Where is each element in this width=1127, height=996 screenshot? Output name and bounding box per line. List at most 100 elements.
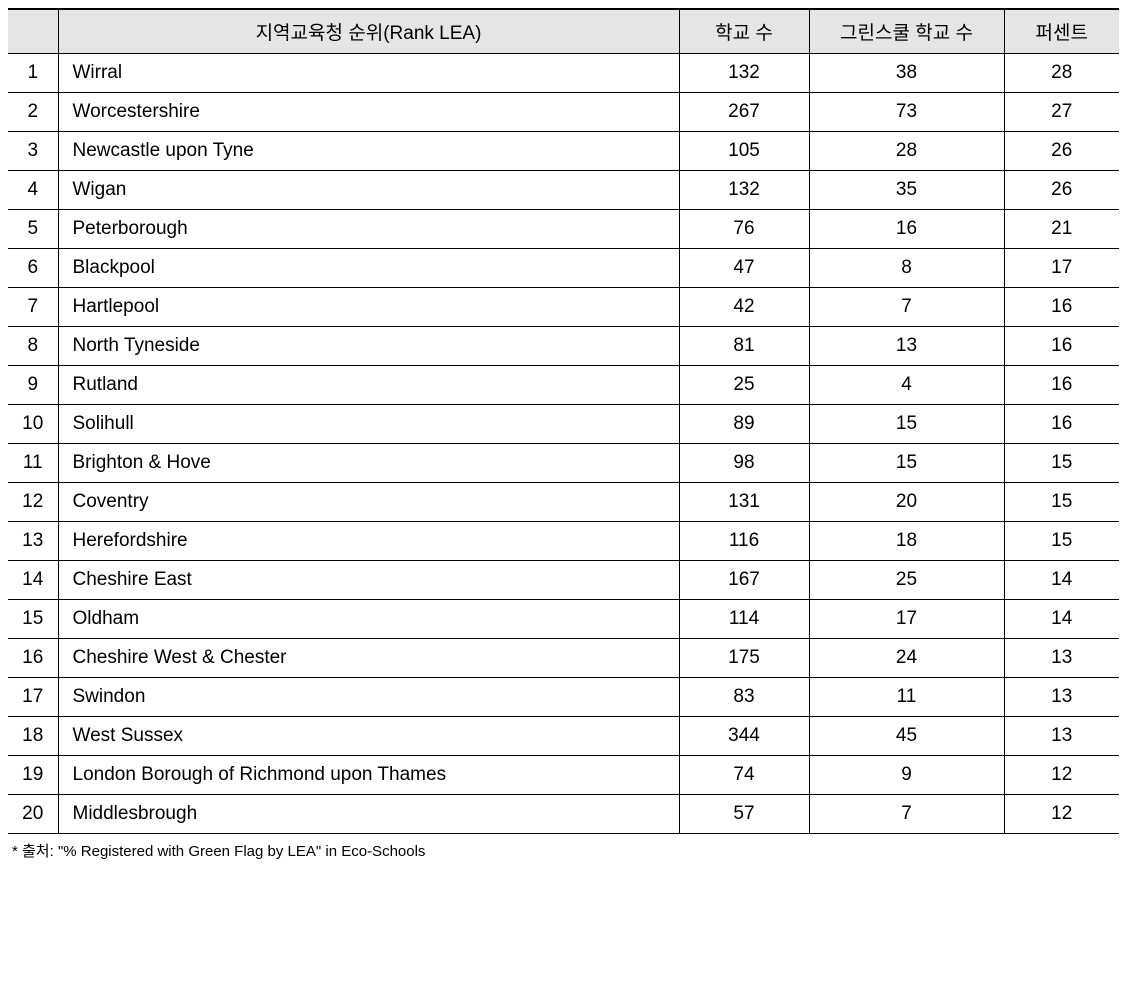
table-row: 12Coventry1312015	[8, 483, 1119, 522]
cell-green: 7	[809, 795, 1004, 834]
cell-rank: 20	[8, 795, 58, 834]
cell-percent: 15	[1004, 522, 1119, 561]
cell-percent: 16	[1004, 288, 1119, 327]
cell-green: 7	[809, 288, 1004, 327]
cell-lea: Cheshire West & Chester	[58, 639, 679, 678]
cell-green: 20	[809, 483, 1004, 522]
table-row: 19London Borough of Richmond upon Thames…	[8, 756, 1119, 795]
cell-lea: Middlesbrough	[58, 795, 679, 834]
cell-schools: 132	[679, 54, 809, 93]
cell-rank: 11	[8, 444, 58, 483]
header-green-schools: 그린스쿨 학교 수	[809, 9, 1004, 54]
cell-schools: 105	[679, 132, 809, 171]
cell-schools: 114	[679, 600, 809, 639]
cell-lea: Wirral	[58, 54, 679, 93]
cell-schools: 81	[679, 327, 809, 366]
cell-schools: 83	[679, 678, 809, 717]
cell-green: 13	[809, 327, 1004, 366]
cell-lea: Peterborough	[58, 210, 679, 249]
source-footnote: * 출처: "% Registered with Green Flag by L…	[8, 840, 1119, 861]
cell-rank: 10	[8, 405, 58, 444]
cell-percent: 13	[1004, 717, 1119, 756]
cell-percent: 27	[1004, 93, 1119, 132]
cell-rank: 6	[8, 249, 58, 288]
cell-rank: 14	[8, 561, 58, 600]
cell-percent: 15	[1004, 483, 1119, 522]
cell-rank: 13	[8, 522, 58, 561]
cell-rank: 4	[8, 171, 58, 210]
table-row: 18West Sussex3444513	[8, 717, 1119, 756]
cell-green: 24	[809, 639, 1004, 678]
table-row: 3Newcastle upon Tyne1052826	[8, 132, 1119, 171]
cell-lea: London Borough of Richmond upon Thames	[58, 756, 679, 795]
cell-percent: 13	[1004, 639, 1119, 678]
cell-lea: Herefordshire	[58, 522, 679, 561]
cell-percent: 16	[1004, 366, 1119, 405]
cell-rank: 2	[8, 93, 58, 132]
cell-green: 8	[809, 249, 1004, 288]
cell-green: 28	[809, 132, 1004, 171]
cell-schools: 42	[679, 288, 809, 327]
cell-percent: 17	[1004, 249, 1119, 288]
cell-schools: 132	[679, 171, 809, 210]
cell-schools: 344	[679, 717, 809, 756]
cell-schools: 98	[679, 444, 809, 483]
table-row: 11Brighton & Hove981515	[8, 444, 1119, 483]
cell-green: 17	[809, 600, 1004, 639]
cell-rank: 16	[8, 639, 58, 678]
cell-rank: 3	[8, 132, 58, 171]
cell-percent: 26	[1004, 132, 1119, 171]
cell-green: 15	[809, 444, 1004, 483]
cell-percent: 26	[1004, 171, 1119, 210]
table-row: 15Oldham1141714	[8, 600, 1119, 639]
cell-rank: 1	[8, 54, 58, 93]
cell-lea: North Tyneside	[58, 327, 679, 366]
cell-percent: 12	[1004, 756, 1119, 795]
table-row: 20Middlesbrough57712	[8, 795, 1119, 834]
cell-lea: Rutland	[58, 366, 679, 405]
cell-green: 15	[809, 405, 1004, 444]
cell-schools: 47	[679, 249, 809, 288]
cell-green: 73	[809, 93, 1004, 132]
cell-rank: 17	[8, 678, 58, 717]
table-row: 4Wigan1323526	[8, 171, 1119, 210]
cell-schools: 89	[679, 405, 809, 444]
cell-schools: 267	[679, 93, 809, 132]
cell-percent: 14	[1004, 600, 1119, 639]
cell-rank: 15	[8, 600, 58, 639]
table-row: 16Cheshire West & Chester1752413	[8, 639, 1119, 678]
table-row: 1Wirral1323828	[8, 54, 1119, 93]
cell-green: 9	[809, 756, 1004, 795]
cell-schools: 131	[679, 483, 809, 522]
cell-schools: 74	[679, 756, 809, 795]
cell-lea: Swindon	[58, 678, 679, 717]
cell-percent: 16	[1004, 405, 1119, 444]
cell-green: 38	[809, 54, 1004, 93]
cell-rank: 8	[8, 327, 58, 366]
cell-lea: Solihull	[58, 405, 679, 444]
table-row: 13Herefordshire1161815	[8, 522, 1119, 561]
cell-rank: 12	[8, 483, 58, 522]
cell-lea: Coventry	[58, 483, 679, 522]
header-schools: 학교 수	[679, 9, 809, 54]
cell-percent: 14	[1004, 561, 1119, 600]
cell-percent: 12	[1004, 795, 1119, 834]
cell-green: 25	[809, 561, 1004, 600]
table-row: 10Solihull891516	[8, 405, 1119, 444]
cell-green: 45	[809, 717, 1004, 756]
cell-lea: Hartlepool	[58, 288, 679, 327]
cell-lea: Oldham	[58, 600, 679, 639]
cell-percent: 13	[1004, 678, 1119, 717]
cell-rank: 9	[8, 366, 58, 405]
cell-lea: Worcestershire	[58, 93, 679, 132]
table-row: 2Worcestershire2677327	[8, 93, 1119, 132]
cell-lea: West Sussex	[58, 717, 679, 756]
cell-schools: 57	[679, 795, 809, 834]
table-row: 14Cheshire East1672514	[8, 561, 1119, 600]
cell-percent: 15	[1004, 444, 1119, 483]
cell-rank: 5	[8, 210, 58, 249]
header-lea: 지역교육청 순위(Rank LEA)	[58, 9, 679, 54]
cell-schools: 175	[679, 639, 809, 678]
cell-green: 4	[809, 366, 1004, 405]
cell-percent: 21	[1004, 210, 1119, 249]
